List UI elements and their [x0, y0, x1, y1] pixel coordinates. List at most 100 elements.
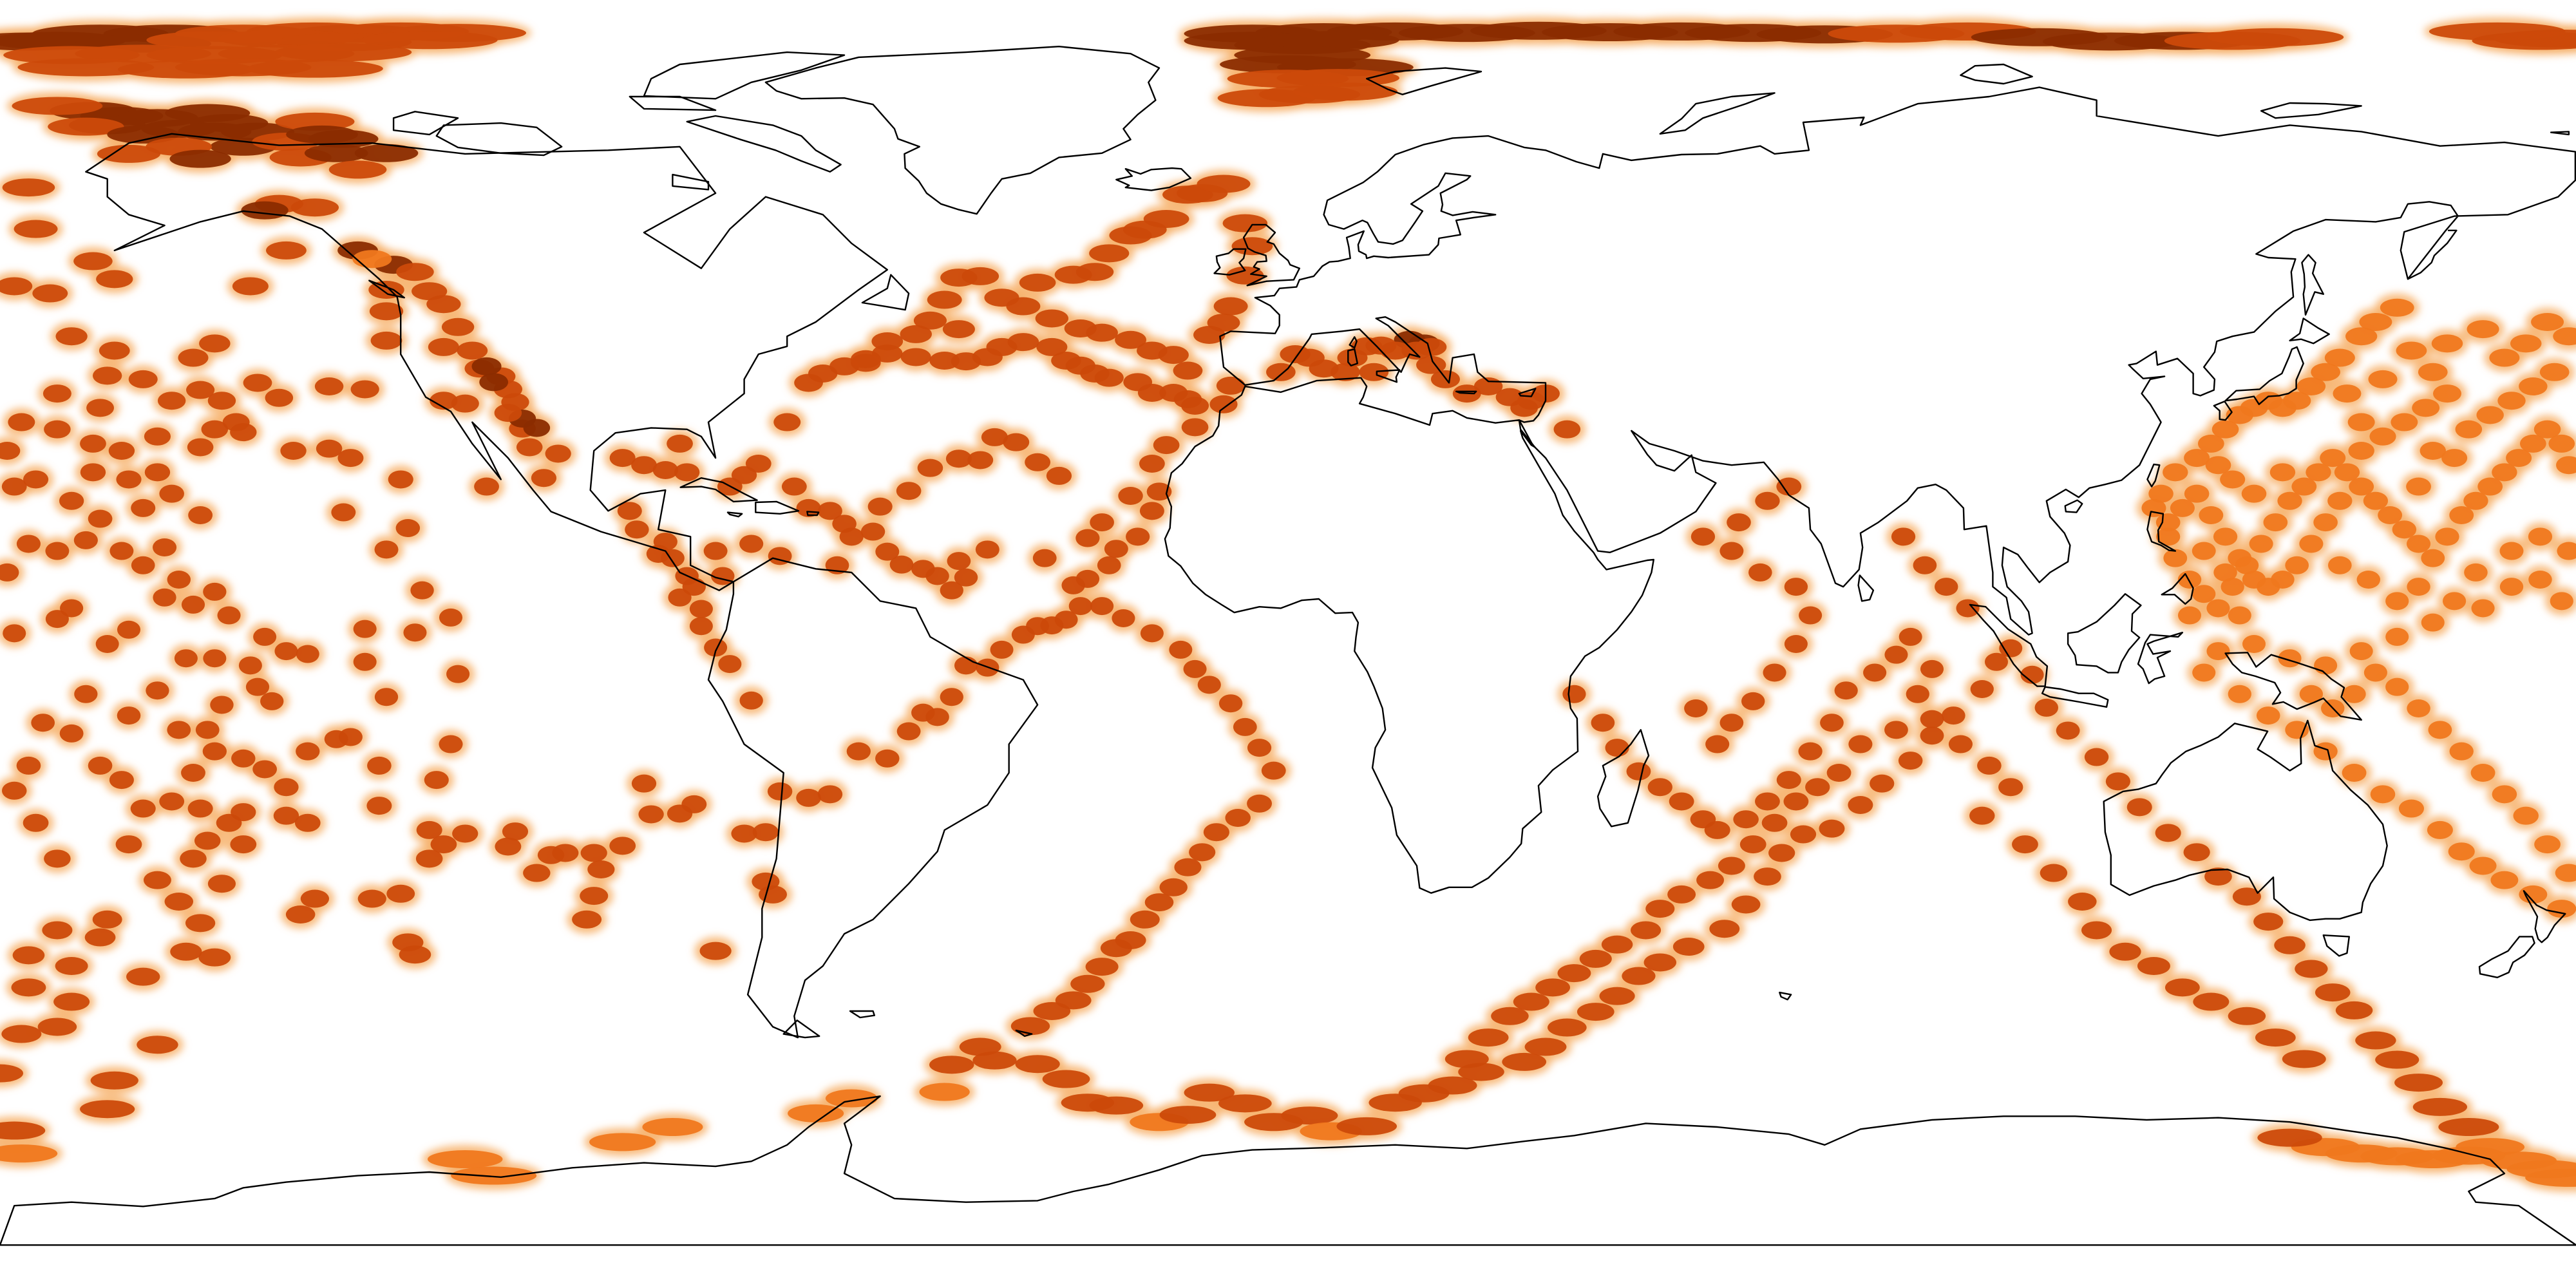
- occurrence-marker: [704, 638, 728, 657]
- occurrence-marker: [107, 125, 180, 144]
- coastline-southampton-island: [672, 173, 710, 191]
- occurrence-marker: [188, 506, 213, 524]
- occurrence-marker: [1220, 55, 1356, 73]
- marker-glow-layer: [0, 16, 2576, 1192]
- occurrence-marker: [2531, 313, 2564, 331]
- occurrence-marker: [2163, 549, 2188, 567]
- occurrence-marker: [1790, 825, 1817, 844]
- occurrence-marker: [2314, 656, 2338, 675]
- occurrence-marker: [1719, 542, 1744, 560]
- occurrence-marker: [48, 117, 124, 136]
- occurrence-marker: [2519, 885, 2548, 904]
- occurrence-marker: [97, 144, 161, 163]
- occurrence-marker: [2255, 1028, 2296, 1047]
- occurrence-marker: [781, 477, 807, 496]
- occurrence-marker: [314, 377, 344, 395]
- occurrence-marker: [494, 404, 522, 422]
- occurrence-marker: [88, 509, 113, 528]
- coastline-north-america: [85, 133, 888, 591]
- occurrence-marker: [2385, 592, 2409, 611]
- occurrence-marker: [399, 945, 431, 964]
- coastline-banks-island: [392, 111, 459, 136]
- occurrence-marker: [2232, 887, 2261, 906]
- occurrence-marker: [99, 341, 130, 360]
- occurrence-marker: [1468, 1028, 1509, 1047]
- occurrence-marker: [1754, 867, 1781, 886]
- occurrence-marker: [1046, 466, 1072, 485]
- coastline-new-guinea: [2224, 652, 2362, 721]
- occurrence-marker: [2177, 571, 2202, 589]
- occurrence-marker: [495, 837, 522, 856]
- occurrence-marker: [1261, 761, 1286, 780]
- occurrence-marker: [2241, 484, 2267, 503]
- occurrence-marker: [446, 665, 470, 683]
- occurrence-marker: [1562, 685, 1586, 703]
- occurrence-marker: [1718, 857, 1745, 875]
- occurrence-marker: [2020, 665, 2044, 684]
- occurrence-marker: [2489, 348, 2520, 367]
- occurrence-marker: [2342, 685, 2366, 703]
- occurrence-marker: [531, 469, 557, 488]
- occurrence-marker: [416, 820, 442, 839]
- marker-core-layer: [0, 21, 2576, 1187]
- occurrence-marker: [1913, 556, 1937, 574]
- occurrence-marker: [178, 348, 209, 367]
- occurrence-marker: [1064, 319, 1097, 337]
- occurrence-marker: [1139, 502, 1164, 520]
- occurrence-marker: [1213, 297, 1248, 316]
- occurrence-marker: [661, 549, 685, 567]
- coastline-europe-asia: [1219, 86, 2576, 636]
- occurrence-marker: [1262, 31, 1399, 50]
- occurrence-marker: [16, 535, 41, 553]
- occurrence-marker: [2315, 983, 2351, 1002]
- occurrence-marker: [2269, 463, 2296, 482]
- occurrence-marker: [1709, 920, 1740, 938]
- occurrence-marker: [1805, 778, 1830, 797]
- occurrence-marker: [2228, 606, 2251, 625]
- coastline-sri-lanka: [1857, 574, 1875, 602]
- occurrence-marker: [2497, 392, 2526, 410]
- occurrence-marker: [1820, 714, 1844, 732]
- occurrence-marker: [2449, 506, 2474, 524]
- coastline-hispaniola: [755, 500, 800, 515]
- occurrence-marker: [415, 849, 443, 868]
- occurrence-marker: [2431, 334, 2463, 353]
- coastline-kerguelen: [1779, 991, 1792, 1001]
- occurrence-marker: [2192, 542, 2216, 560]
- occurrence-marker: [954, 656, 978, 675]
- occurrence-marker: [1667, 885, 1696, 904]
- occurrence-marker: [1513, 992, 1549, 1011]
- occurrence-marker: [919, 1083, 970, 1101]
- occurrence-marker: [2555, 864, 2576, 882]
- occurrence-marker: [243, 374, 272, 392]
- coastline-tierra-del-fuego: [782, 1019, 820, 1039]
- occurrence-marker: [1007, 333, 1039, 352]
- occurrence-marker: [1535, 978, 1571, 997]
- occurrence-marker: [354, 144, 419, 162]
- coastline-new-siberian-islands: [2260, 102, 2362, 119]
- coastline-great-britain: [1242, 223, 1300, 287]
- occurrence-marker: [1146, 482, 1172, 501]
- occurrence-marker: [2220, 470, 2246, 489]
- occurrence-marker: [2155, 824, 2181, 842]
- occurrence-marker: [207, 875, 236, 893]
- occurrence-marker: [126, 967, 160, 986]
- occurrence-marker: [1705, 735, 1730, 753]
- occurrence-marker: [2392, 520, 2417, 539]
- occurrence-marker: [2228, 1007, 2266, 1025]
- occurrence-marker: [0, 1144, 58, 1163]
- occurrence-marker: [2477, 477, 2503, 496]
- occurrence-marker: [424, 771, 449, 790]
- occurrence-marker: [1733, 810, 1759, 829]
- occurrence-marker: [117, 620, 141, 639]
- occurrence-marker: [699, 942, 732, 960]
- occurrence-marker: [1203, 823, 1229, 842]
- coastline-java: [2041, 686, 2109, 708]
- occurrence-marker: [942, 320, 975, 339]
- occurrence-marker: [2313, 742, 2338, 761]
- occurrence-marker: [1061, 576, 1085, 594]
- occurrence-marker: [1942, 706, 1965, 725]
- occurrence-marker: [115, 835, 142, 854]
- occurrence-marker: [703, 542, 728, 560]
- occurrence-marker: [266, 241, 307, 260]
